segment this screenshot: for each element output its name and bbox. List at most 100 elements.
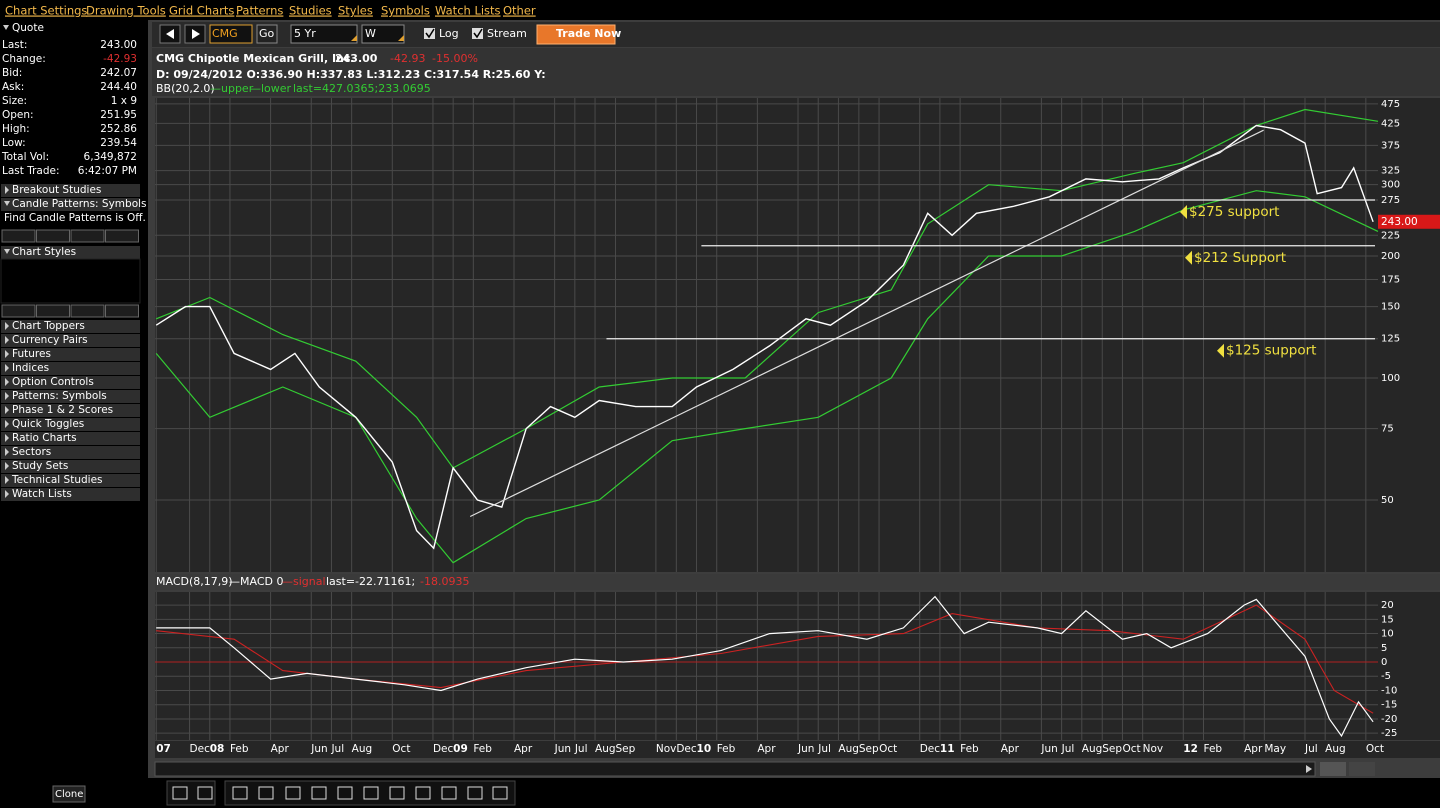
zoom-out[interactable] — [1349, 762, 1375, 776]
menu-item[interactable]: Studies — [289, 4, 332, 18]
drawing-tool[interactable] — [415, 786, 431, 800]
drawing-tool[interactable] — [441, 786, 457, 800]
sidebar-item[interactable] — [1, 320, 140, 333]
styles-box — [0, 258, 141, 304]
sidebar-label[interactable]: Patterns: Symbols — [12, 390, 107, 402]
nav-button[interactable] — [1, 304, 36, 318]
quote-value: 6:42:07 PM — [78, 165, 137, 177]
go-label[interactable]: Go — [259, 27, 275, 40]
trade-now-label[interactable]: Trade Now — [556, 27, 621, 40]
zoom-in[interactable] — [1320, 762, 1346, 776]
go-button[interactable] — [256, 24, 278, 44]
sidebar-label[interactable]: Candle Patterns: Symbols — [12, 198, 147, 210]
annotation-pointer — [1217, 343, 1224, 358]
sidebar-label[interactable]: Chart Styles — [12, 246, 76, 258]
menu-item[interactable]: Symbols — [381, 4, 430, 18]
drawing-tool[interactable] — [467, 786, 483, 800]
menu-item[interactable]: Grid Charts — [169, 4, 234, 18]
sidebar-label[interactable]: Breakout Studies — [12, 184, 101, 196]
log-checkbox[interactable] — [424, 28, 435, 39]
expand-arrow — [5, 462, 9, 470]
drawing-tool[interactable] — [311, 786, 327, 800]
drawing-tool[interactable] — [197, 786, 213, 800]
sidebar-item[interactable] — [1, 474, 140, 487]
clone-label[interactable]: Clone — [55, 789, 83, 800]
nav-button[interactable] — [105, 229, 139, 243]
expand-arrow — [5, 476, 9, 484]
price-change-pct: -15.00% — [432, 52, 478, 65]
x-tick-label: Jul — [1061, 743, 1075, 755]
sidebar-label[interactable]: Quick Toggles — [12, 418, 84, 430]
menu-item[interactable]: Styles — [338, 4, 373, 18]
clone-button[interactable] — [52, 785, 86, 803]
sidebar-label[interactable]: Sectors — [12, 446, 51, 458]
symbol-text: CMG — [212, 27, 238, 40]
sidebar-item[interactable] — [1, 418, 140, 431]
x-tick-label: Sep — [1102, 743, 1122, 755]
x-tick-label: Aug — [1082, 743, 1103, 755]
trade-now-button[interactable] — [536, 24, 616, 45]
quote-value: 239.54 — [100, 137, 137, 149]
x-tick-label: May — [1264, 743, 1286, 755]
sidebar-item[interactable] — [1, 460, 140, 473]
menu-item[interactable]: Chart Settings — [5, 4, 87, 18]
sidebar-label[interactable]: Chart Toppers — [12, 320, 85, 332]
sidebar-item[interactable] — [1, 362, 140, 375]
sidebar-item[interactable] — [1, 348, 140, 361]
menu-item[interactable]: Patterns — [236, 4, 283, 18]
drawing-tool[interactable] — [232, 786, 248, 800]
expand-arrow — [5, 364, 9, 372]
stream-checkbox[interactable] — [472, 28, 483, 39]
sidebar-item[interactable] — [1, 404, 140, 417]
sidebar-item[interactable] — [1, 376, 140, 389]
sidebar-label[interactable]: Indices — [12, 362, 49, 374]
sidebar-label[interactable]: Option Controls — [12, 376, 94, 388]
x-tick-label: Feb — [960, 743, 979, 755]
sidebar-label[interactable]: Technical Studies — [11, 474, 103, 486]
x-tick-label: Apr — [271, 743, 290, 755]
sidebar-item[interactable] — [1, 334, 140, 347]
back-icon — [166, 29, 174, 39]
x-tick-label: 11 — [940, 743, 955, 755]
nav-button[interactable] — [36, 304, 70, 318]
sidebar-item[interactable] — [1, 198, 140, 211]
scrollbar[interactable] — [154, 761, 1316, 777]
nav-button[interactable] — [1, 229, 36, 243]
nav-button[interactable] — [105, 304, 139, 318]
drawing-tool[interactable] — [285, 786, 301, 800]
sidebar-label[interactable]: Study Sets — [12, 460, 68, 472]
nav-button[interactable] — [70, 304, 105, 318]
sidebar-label[interactable]: Phase 1 & 2 Scores — [12, 404, 113, 416]
sidebar-item[interactable] — [1, 446, 140, 459]
nav-button[interactable] — [36, 229, 70, 243]
drawing-tool[interactable] — [258, 786, 274, 800]
drawing-tool[interactable] — [337, 786, 353, 800]
sidebar-item[interactable] — [1, 246, 140, 259]
sidebar-label[interactable]: Currency Pairs — [12, 334, 88, 346]
sidebar-item[interactable] — [1, 184, 140, 197]
menu-item[interactable]: Drawing Tools — [86, 4, 166, 18]
interval-select[interactable] — [361, 24, 405, 44]
y-tick-label: -20 — [1381, 714, 1397, 725]
sidebar-item[interactable] — [1, 390, 140, 403]
quote-label: Last Trade: — [2, 165, 60, 177]
y-tick-label: 125 — [1381, 334, 1400, 345]
nav-button[interactable] — [70, 229, 105, 243]
sidebar-item[interactable] — [1, 432, 140, 445]
menu-item[interactable]: Other — [503, 4, 536, 18]
drawing-tool[interactable] — [363, 786, 379, 800]
sidebar-label[interactable]: Watch Lists — [12, 488, 72, 500]
sidebar-label[interactable]: Ratio Charts — [12, 432, 77, 444]
symbol-input[interactable] — [209, 24, 253, 44]
x-tick-label: Aug — [595, 743, 616, 755]
drawing-tool[interactable] — [172, 786, 188, 800]
quote-label: Change: — [2, 53, 46, 65]
sidebar-label[interactable]: Futures — [12, 348, 51, 360]
bollinger-upper — [155, 108, 1379, 469]
drawing-tool[interactable] — [492, 786, 508, 800]
sidebar-item[interactable] — [1, 488, 140, 501]
menu-item[interactable]: Watch Lists — [435, 4, 501, 18]
drawing-tool[interactable] — [389, 786, 405, 800]
dropdown-icon — [398, 35, 404, 41]
period-select[interactable] — [290, 24, 358, 44]
